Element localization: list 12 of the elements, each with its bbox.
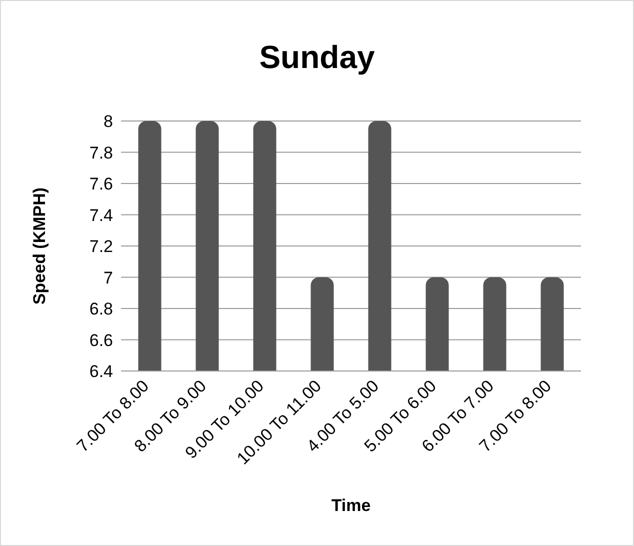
- y-tick-label: 7.2: [89, 237, 113, 256]
- y-tick-label: 6.4: [89, 362, 113, 382]
- y-tick-label: 7.4: [89, 206, 113, 225]
- y-tick-label: 6.8: [89, 300, 113, 319]
- y-tick-label: 7: [104, 268, 113, 288]
- y-tick-label: 7.8: [89, 143, 113, 162]
- y-tick-label: 6.6: [89, 330, 113, 350]
- y-tick-label: 7.6: [89, 174, 113, 194]
- chart-title: Sunday: [258, 39, 376, 76]
- y-tick-label: 8: [104, 112, 113, 132]
- y-axis-title: Speed (KMPH): [30, 187, 50, 305]
- x-axis-title: Time: [331, 496, 371, 515]
